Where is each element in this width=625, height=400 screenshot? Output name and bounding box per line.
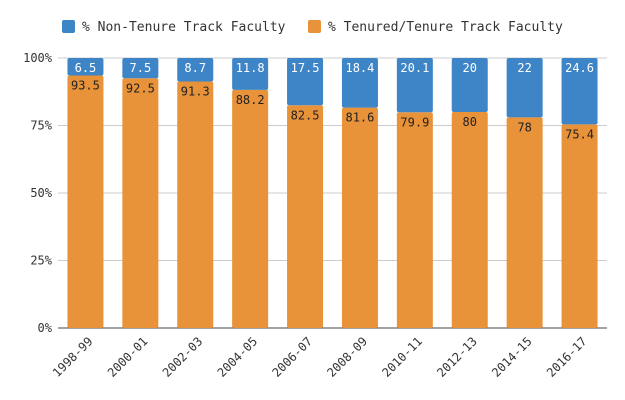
x-tick-label: 2014-15 [489, 334, 535, 380]
bar-segment-tenured [287, 105, 324, 328]
legend-item: % Tenured/Tenure Track Faculty [308, 20, 563, 35]
data-label: 7.5 [130, 61, 152, 75]
y-axis: 0% 25% 50% 75% 100% [23, 51, 53, 335]
x-axis: 1998-99 2000-01 2002-03 2004-05 2006-07 2008-… [50, 334, 590, 380]
bar-segment-non-tenure [287, 58, 324, 106]
data-label: 8.7 [184, 61, 206, 75]
x-tick-label: 2006-07 [270, 334, 316, 380]
bar-segment-tenured [232, 89, 269, 328]
x-tick-label: 2010-11 [379, 334, 425, 380]
bar-segment-non-tenure [451, 58, 488, 112]
bar-segment-tenured [451, 112, 488, 328]
bar-segment-non-tenure [561, 58, 598, 125]
bar-segment-tenured [67, 75, 104, 328]
data-label: 80 [463, 115, 477, 129]
x-tick-label: 2004-05 [215, 334, 261, 380]
data-label: 24.6 [565, 61, 594, 75]
data-label: 75.4 [565, 127, 594, 141]
bar-segment-non-tenure [232, 58, 269, 90]
legend-swatch [62, 20, 75, 33]
x-tick-label: 2008-09 [324, 334, 370, 380]
x-tick-label: 2002-03 [160, 334, 206, 380]
bar-segment-tenured [122, 78, 159, 328]
data-label: 18.4 [345, 61, 374, 75]
data-label: 78 [517, 120, 531, 134]
data-label: 81.6 [345, 111, 374, 125]
data-label: 20.1 [400, 61, 429, 75]
bars: 93.5 6.5 92.5 7.5 91.3 8.7 88.2 11.8 82.5 17.5 81.… [67, 58, 598, 329]
legend-label: % Tenured/Tenure Track Faculty [328, 20, 563, 35]
bar-segment-non-tenure [122, 58, 159, 79]
bar-segment-tenured [561, 124, 598, 328]
bar-segment-non-tenure [177, 58, 214, 82]
bar-segment-non-tenure [506, 58, 543, 118]
x-tick-label: 1998-99 [50, 334, 96, 380]
data-label: 17.5 [291, 61, 320, 75]
data-label: 88.2 [236, 93, 265, 107]
data-label: 22 [517, 61, 531, 75]
x-tick-label: 2000-01 [105, 334, 151, 380]
y-tick-label: 50% [30, 186, 52, 200]
bar-segment-tenured [177, 81, 214, 329]
bar-segment-tenured [341, 107, 378, 329]
y-tick-label: 0% [38, 321, 53, 335]
data-label: 11.8 [236, 61, 265, 75]
y-tick-label: 75% [30, 119, 52, 133]
y-tick-label: 25% [30, 254, 52, 268]
data-label: 82.5 [291, 108, 320, 122]
x-tick-label: 2016-17 [544, 334, 590, 380]
legend-item: % Non-Tenure Track Faculty [62, 20, 286, 35]
data-label: 79.9 [400, 115, 429, 129]
y-tick-label: 100% [23, 51, 53, 65]
data-label: 92.5 [126, 81, 155, 95]
bar-segment-non-tenure [67, 58, 104, 76]
data-label: 20 [463, 61, 477, 75]
bar-segment-tenured [396, 112, 433, 329]
bar-segment-tenured [506, 117, 543, 329]
bar-segment-non-tenure [341, 58, 378, 108]
legend-swatch [308, 20, 321, 33]
legend: % Non-Tenure Track Faculty % Tenured/Tenu… [62, 20, 563, 35]
data-label: 6.5 [75, 61, 97, 75]
bar-segment-non-tenure [396, 58, 433, 113]
legend-label: % Non-Tenure Track Faculty [82, 20, 286, 35]
x-tick-label: 2012-13 [434, 334, 480, 380]
data-label: 91.3 [181, 84, 210, 98]
data-label: 93.5 [71, 79, 100, 93]
